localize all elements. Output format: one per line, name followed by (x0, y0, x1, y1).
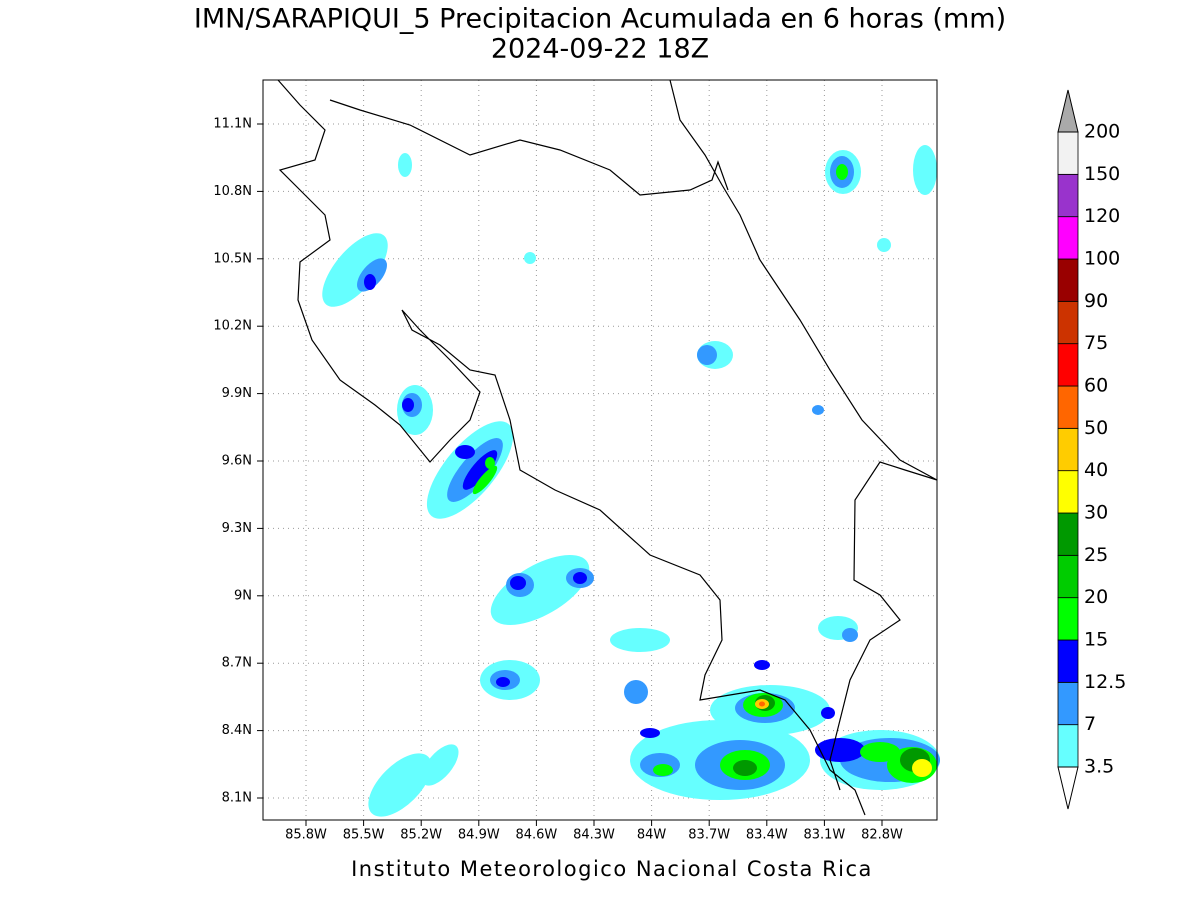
colorbar-swatch (1057, 512, 1079, 556)
colorbar-over (1057, 89, 1079, 133)
colorbar-label: 100 (1084, 248, 1120, 270)
colorbar-swatch (1057, 427, 1079, 472)
colorbar-label: 90 (1084, 290, 1108, 312)
lon-tick-label: 82.8W (861, 828, 903, 843)
colorbar-swatch (1057, 470, 1079, 514)
lon-tick-label: 83.7W (688, 828, 730, 843)
lat-tick-label: 9.6N (222, 454, 252, 469)
colorbar-swatch (1057, 258, 1079, 302)
colorbar-label: 15 (1084, 629, 1108, 651)
colorbar-swatch (1057, 681, 1079, 726)
colorbar: 3.5 7 12.5 15 20 25 30 40 50 60 75 90 100 120 150 200 (1057, 89, 1126, 810)
colorbar-label: 75 (1084, 332, 1108, 354)
colorbar-swatch (1057, 385, 1079, 429)
colorbar-under (1057, 766, 1079, 810)
colorbar-label: 120 (1084, 205, 1120, 227)
lon-tick-label: 84.9W (458, 828, 500, 843)
colorbar-label: 30 (1084, 502, 1108, 524)
colorbar-swatch (1057, 300, 1079, 345)
footer: Instituto Meteorologico Nacional Costa R… (351, 857, 873, 881)
colorbar-label: 150 (1084, 163, 1120, 185)
lat-tick-label: 9N (234, 588, 252, 603)
colorbar-label: 20 (1084, 586, 1108, 608)
colorbar-label: 40 (1084, 459, 1108, 481)
lat-tick-label: 10.2N (213, 319, 252, 334)
colorbar-swatch (1057, 639, 1079, 683)
coastline (277, 79, 938, 816)
lat-tick-label: 11.1N (213, 117, 252, 132)
lat-tick-label: 9.3N (222, 521, 252, 536)
colorbar-label: 7 (1084, 713, 1096, 735)
lon-tick-label: 84.3W (573, 828, 615, 843)
lon-tick-label: 83.4W (746, 828, 788, 843)
title: IMN/SARAPIQUI_5 Precipitacion Acumulada … (194, 4, 1006, 35)
map-frame (262, 79, 938, 821)
lat-tick-label: 8.4N (222, 723, 252, 738)
colorbar-swatch (1057, 597, 1079, 641)
colorbar-swatch (1057, 343, 1079, 387)
grid (257, 80, 937, 826)
colorbar-swatch (1057, 554, 1079, 599)
subtitle: 2024-09-22 18Z (491, 34, 709, 65)
lat-tick-label: 10.8N (213, 184, 252, 199)
precipitation-field (322, 145, 940, 817)
lat-tick-label: 10.5N (213, 251, 252, 266)
colorbar-swatch (1057, 131, 1079, 175)
lon-tick-label: 85.2W (400, 828, 442, 843)
lon-tick-label: 84W (637, 828, 667, 843)
lon-tick-label: 85.8W (285, 828, 327, 843)
colorbar-swatch (1057, 724, 1079, 768)
colorbar-label: 50 (1084, 417, 1108, 439)
colorbar-label: 60 (1084, 375, 1108, 397)
colorbar-label: 25 (1084, 544, 1108, 566)
lon-tick-label: 83.1W (803, 828, 845, 843)
lat-tick-label: 8.1N (222, 791, 252, 806)
lat-tick-label: 8.7N (222, 656, 252, 671)
lon-tick-label: 84.6W (515, 828, 557, 843)
colorbar-swatch (1057, 173, 1079, 218)
lat-tick-label: 9.9N (222, 386, 252, 401)
colorbar-label: 12.5 (1084, 671, 1126, 693)
colorbar-swatch (1057, 216, 1079, 260)
colorbar-label: 3.5 (1084, 756, 1114, 778)
colorbar-label: 200 (1084, 121, 1120, 143)
lon-tick-label: 85.5W (343, 828, 385, 843)
